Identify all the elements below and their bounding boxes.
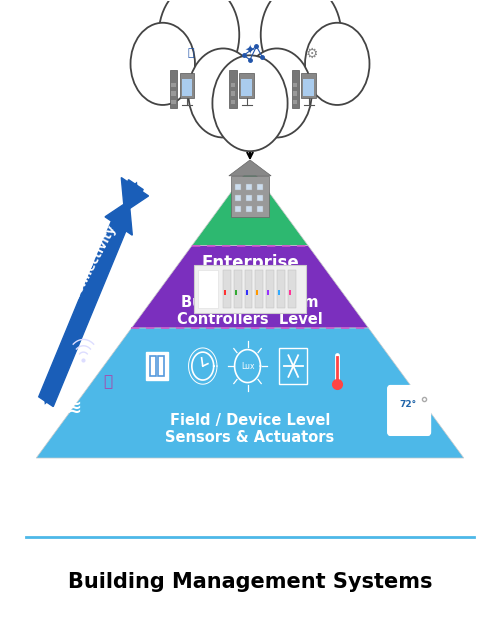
Circle shape	[158, 0, 240, 86]
Bar	[246, 195, 252, 201]
Circle shape	[242, 48, 312, 138]
Text: Building & Room
Controllers  Level: Building & Room Controllers Level	[177, 295, 323, 327]
Bar	[234, 269, 241, 308]
Bar	[288, 269, 296, 308]
Bar	[302, 73, 316, 98]
Bar	[241, 79, 252, 96]
Text: Building Management Systems: Building Management Systems	[68, 571, 432, 592]
Bar	[278, 290, 280, 295]
Bar	[256, 290, 258, 295]
Bar	[231, 99, 235, 104]
Bar	[244, 269, 252, 308]
Bar	[257, 195, 262, 201]
Bar	[304, 79, 314, 96]
Bar	[236, 184, 241, 190]
Text: Enterprise: Enterprise	[201, 254, 299, 272]
FancyBboxPatch shape	[194, 264, 306, 313]
Bar	[268, 290, 270, 295]
Bar	[239, 73, 254, 98]
Bar	[257, 206, 262, 212]
Bar	[256, 269, 264, 308]
Circle shape	[130, 23, 195, 105]
Text: 🚶: 🚶	[104, 375, 113, 389]
Text: ≋: ≋	[66, 398, 81, 417]
FancyArrow shape	[38, 201, 132, 406]
Bar	[246, 206, 252, 212]
Bar	[182, 79, 192, 96]
Circle shape	[260, 0, 342, 86]
Text: 72°: 72°	[399, 399, 416, 408]
Text: ⚙: ⚙	[306, 47, 318, 61]
Text: Seamless Connectivity: Seamless Connectivity	[38, 224, 119, 362]
Bar	[292, 70, 299, 108]
Bar	[278, 269, 285, 308]
Circle shape	[199, 0, 301, 86]
Bar	[236, 195, 241, 201]
Bar	[172, 83, 175, 87]
Bar	[290, 290, 292, 295]
Bar	[146, 352, 168, 380]
Circle shape	[188, 48, 258, 138]
Bar	[158, 356, 164, 376]
Text: Lux: Lux	[241, 362, 254, 371]
Polygon shape	[192, 166, 308, 246]
Bar	[246, 290, 248, 295]
Circle shape	[305, 23, 370, 105]
Bar	[172, 99, 175, 104]
Bar	[170, 70, 177, 108]
Bar	[293, 99, 298, 104]
Bar	[232, 176, 268, 217]
Bar	[246, 184, 252, 190]
Text: ✦: ✦	[245, 45, 256, 57]
Bar	[198, 269, 218, 308]
Text: 📈: 📈	[187, 48, 194, 59]
Text: Field / Device Level
Sensors & Actuators: Field / Device Level Sensors & Actuators	[166, 413, 334, 445]
FancyArrow shape	[122, 178, 148, 212]
Bar	[150, 356, 156, 376]
Polygon shape	[132, 246, 368, 328]
Bar	[231, 91, 235, 96]
Polygon shape	[36, 328, 464, 458]
Bar	[280, 348, 307, 384]
Bar	[293, 91, 298, 96]
Bar	[172, 91, 175, 96]
Polygon shape	[229, 160, 271, 176]
Bar	[224, 290, 226, 295]
Bar	[222, 269, 230, 308]
Circle shape	[212, 55, 288, 151]
Bar	[180, 73, 194, 98]
Bar	[293, 83, 298, 87]
Bar	[231, 83, 235, 87]
Bar	[234, 290, 236, 295]
Bar	[236, 206, 241, 212]
Bar	[230, 70, 237, 108]
FancyBboxPatch shape	[388, 385, 430, 435]
Bar	[257, 184, 262, 190]
Bar	[266, 269, 274, 308]
